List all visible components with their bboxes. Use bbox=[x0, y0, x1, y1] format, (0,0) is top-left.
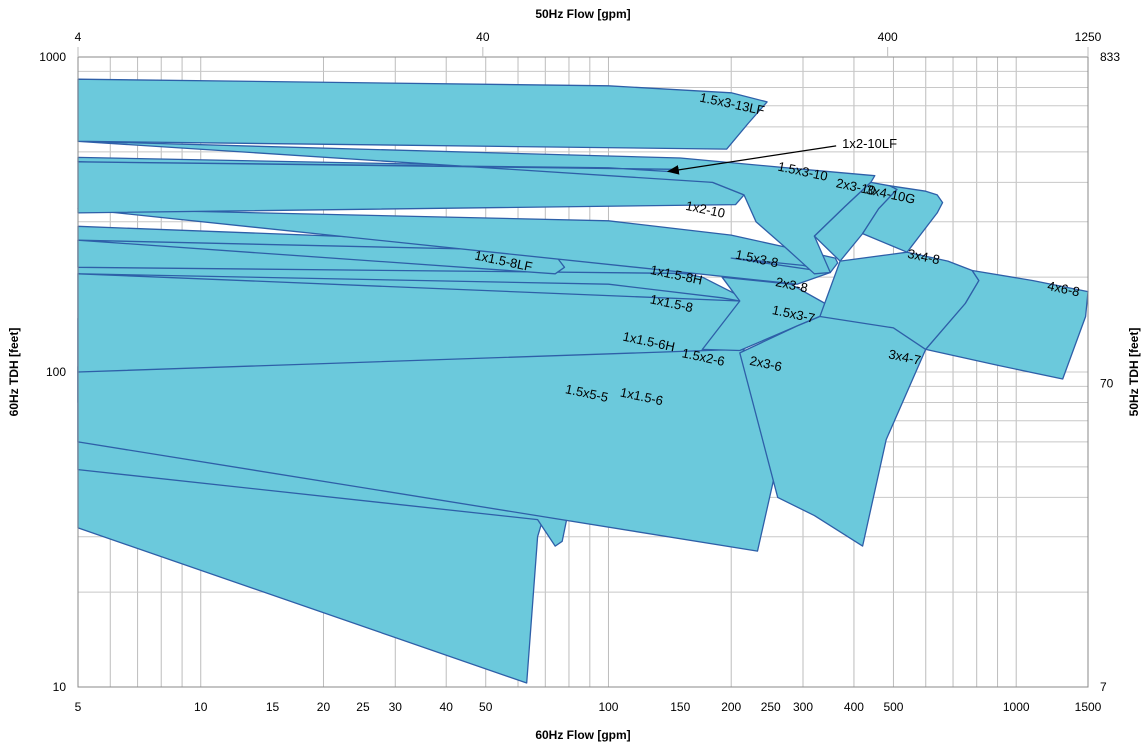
x-tick-bottom: 30 bbox=[389, 700, 403, 714]
pump-region-1x1.5-8LF bbox=[77, 239, 566, 275]
y-tick-left: 100 bbox=[46, 365, 66, 379]
x-axis-bottom-title: 60Hz Flow [gpm] bbox=[535, 728, 630, 742]
pump-region-3x4-7 bbox=[739, 315, 927, 547]
pump-label-3x4-8: 3x4-8 bbox=[906, 246, 941, 267]
x-tick-bottom: 500 bbox=[883, 700, 903, 714]
pump-region-1.5x3-13LF bbox=[77, 78, 768, 150]
annotations: 1x2-10LF bbox=[666, 136, 897, 175]
y-axis-left-title: 60Hz TDH [feet] bbox=[7, 328, 21, 417]
x-tick-top: 1250 bbox=[1075, 30, 1102, 44]
x-tick-bottom: 250 bbox=[761, 700, 781, 714]
axis-ticks: 5 10 15 20 25 30 40 50 100 150 200 250 300 400 500 1000… bbox=[39, 30, 1120, 714]
pump-region-4x6-8 bbox=[925, 269, 1089, 380]
annotation-arrow bbox=[666, 145, 837, 175]
pump-region-1x1.5-8 bbox=[77, 273, 741, 302]
pump-label-4x6-8: 4x6-8 bbox=[1046, 278, 1081, 299]
x-tick-bottom: 400 bbox=[844, 700, 864, 714]
x-tick-bottom: 200 bbox=[721, 700, 741, 714]
x-axis-top-title: 50Hz Flow [gpm] bbox=[535, 7, 630, 21]
x-tick-bottom: 50 bbox=[479, 700, 493, 714]
x-tick-bottom: 100 bbox=[598, 700, 618, 714]
x-tick-bottom: 150 bbox=[670, 700, 690, 714]
x-tick-top: 400 bbox=[878, 30, 898, 44]
pump-region-1.5x3-8 bbox=[77, 208, 839, 285]
plot-frame bbox=[77, 56, 1089, 688]
x-tick-bottom: 40 bbox=[440, 700, 454, 714]
y-tick-left: 10 bbox=[53, 680, 67, 694]
pump-label-2x3-6: 2x3-6 bbox=[748, 353, 783, 374]
y-axis-right-title: 50Hz TDH [feet] bbox=[1127, 328, 1141, 417]
y-tick-left: 1000 bbox=[39, 50, 66, 64]
x-tick-bottom: 25 bbox=[356, 700, 370, 714]
x-tick-bottom: 1500 bbox=[1075, 700, 1102, 714]
y-tick-right: 833 bbox=[1100, 50, 1120, 64]
x-tick-bottom: 300 bbox=[793, 700, 813, 714]
pump-label-2x3-8: 2x3-8 bbox=[774, 274, 809, 295]
x-tick-bottom: 10 bbox=[194, 700, 208, 714]
pump-regions bbox=[77, 78, 1089, 684]
x-tick-bottom: 15 bbox=[266, 700, 280, 714]
y-tick-right: 7 bbox=[1100, 680, 1107, 694]
x-tick-bottom: 1000 bbox=[1003, 700, 1030, 714]
x-tick-bottom: 20 bbox=[317, 700, 331, 714]
pump-label-3x4-7: 3x4-7 bbox=[887, 346, 922, 367]
pump-region-3x4-10G bbox=[861, 185, 944, 253]
annotation-label: 1x2-10LF bbox=[842, 136, 897, 151]
y-tick-right: 70 bbox=[1100, 376, 1114, 390]
x-tick-top: 40 bbox=[476, 30, 490, 44]
x-tick-top: 4 bbox=[75, 30, 82, 44]
x-tick-bottom: 5 bbox=[75, 700, 82, 714]
